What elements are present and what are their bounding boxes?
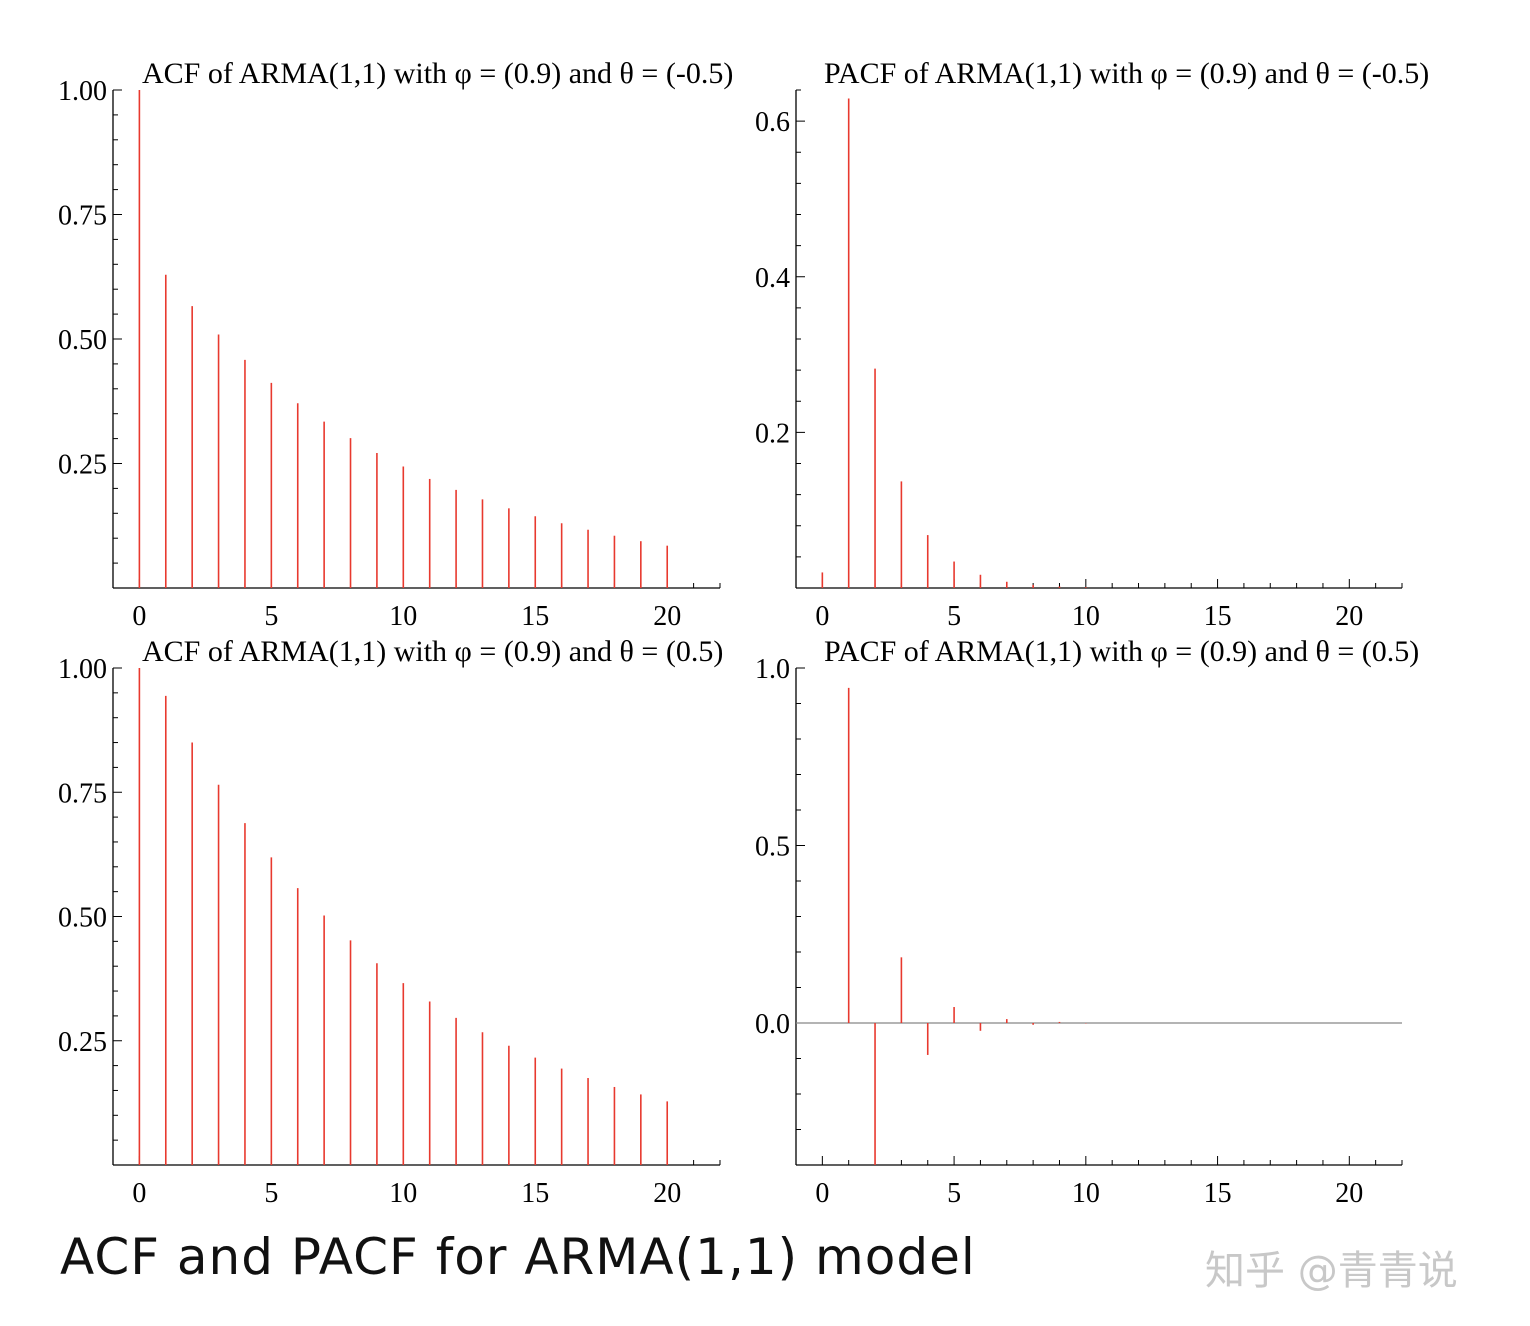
y-tick-label: 1.00 [58,76,107,107]
y-tick-label: 0.2 [755,418,790,449]
pacf-panel-theta-pos: PACF of ARMA(1,1) with φ = (0.9) and θ =… [755,635,1419,1209]
x-tick-label: 5 [947,1178,961,1209]
y-tick-label: 0.50 [58,325,107,356]
watermark: 知乎 @青青说 [1205,1248,1458,1294]
x-tick-label: 20 [1335,601,1363,632]
y-tick-label: 0.75 [58,201,107,232]
x-tick-label: 20 [1335,1178,1363,1209]
chart-title: ACF of ARMA(1,1) with φ = (0.9) and θ = … [142,57,733,90]
x-tick-label: 10 [389,1178,417,1209]
x-tick-label: 10 [389,601,417,632]
figure-caption: ACF and PACF for ARMA(1,1) model [60,1228,976,1286]
x-tick-label: 0 [815,1178,829,1209]
x-tick-label: 5 [264,1178,278,1209]
y-tick-label: 0.5 [755,832,790,863]
y-tick-label: 0.0 [755,1009,790,1040]
y-tick-label: 0.50 [58,903,107,934]
x-tick-label: 20 [653,1178,681,1209]
y-tick-label: 0.4 [755,263,790,294]
x-tick-label: 0 [132,601,146,632]
x-tick-label: 10 [1072,601,1100,632]
chart-title: PACF of ARMA(1,1) with φ = (0.9) and θ =… [824,57,1429,90]
y-tick-label: 1.00 [58,654,107,685]
y-tick-label: 0.75 [58,778,107,809]
chart-title: PACF of ARMA(1,1) with φ = (0.9) and θ =… [824,635,1419,668]
y-tick-label: 0.6 [755,107,790,138]
x-tick-label: 0 [815,601,829,632]
x-tick-label: 10 [1072,1178,1100,1209]
x-tick-label: 20 [653,601,681,632]
x-tick-label: 0 [132,1178,146,1209]
x-tick-label: 15 [1204,601,1232,632]
x-tick-label: 15 [521,601,549,632]
pacf-panel-theta-neg: PACF of ARMA(1,1) with φ = (0.9) and θ =… [755,57,1429,632]
x-tick-label: 5 [264,601,278,632]
x-tick-label: 15 [1204,1178,1232,1209]
acf-panel-theta-pos: ACF of ARMA(1,1) with φ = (0.9) and θ = … [58,635,723,1209]
y-tick-label: 0.25 [58,450,107,481]
y-tick-label: 1.0 [755,654,790,685]
acf-panel-theta-neg: ACF of ARMA(1,1) with φ = (0.9) and θ = … [58,57,733,632]
chart-title: ACF of ARMA(1,1) with φ = (0.9) and θ = … [142,635,723,668]
x-tick-label: 15 [521,1178,549,1209]
x-tick-label: 5 [947,601,961,632]
y-tick-label: 0.25 [58,1027,107,1058]
